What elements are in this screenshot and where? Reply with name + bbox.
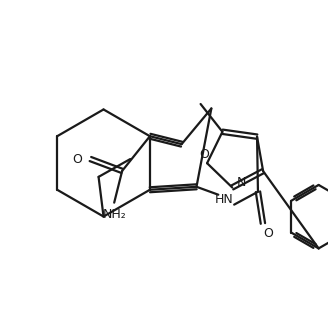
Text: N: N (237, 176, 246, 189)
Text: O: O (263, 227, 273, 240)
Text: HN: HN (215, 193, 234, 206)
Text: NH₂: NH₂ (102, 208, 126, 221)
Text: O: O (73, 153, 83, 166)
Text: O: O (199, 148, 209, 161)
